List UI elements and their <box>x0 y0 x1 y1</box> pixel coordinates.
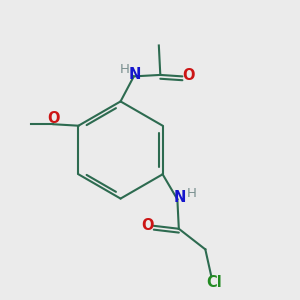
Text: N: N <box>129 68 142 82</box>
Text: N: N <box>174 190 187 205</box>
Text: H: H <box>187 187 197 200</box>
Text: O: O <box>141 218 154 233</box>
Text: Cl: Cl <box>206 275 222 290</box>
Text: O: O <box>183 68 195 83</box>
Text: H: H <box>119 62 129 76</box>
Text: O: O <box>47 111 60 126</box>
